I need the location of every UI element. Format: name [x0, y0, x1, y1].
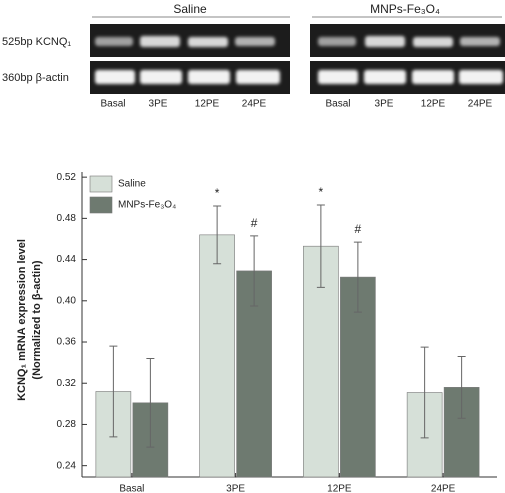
x-tick-label: 24PE — [431, 484, 456, 493]
lane-label: 3PE — [149, 99, 168, 110]
significance-marker: * — [319, 185, 324, 199]
lane-label: Basal — [325, 99, 350, 110]
y-tick-label: 0.40 — [57, 295, 77, 306]
x-tick-label: Basal — [119, 484, 144, 493]
lane-label: 3PE — [375, 99, 394, 110]
y-tick-label: 0.48 — [57, 213, 77, 224]
y-tick-label: 0.28 — [57, 419, 77, 430]
error-bar — [316, 204, 325, 288]
gel-panels — [90, 16, 505, 94]
gel-bands — [95, 36, 503, 84]
significance-marker: # — [355, 222, 362, 236]
legend-label: MNPs-Fe₃O₄ — [118, 200, 176, 211]
lane-label: 24PE — [468, 99, 493, 110]
y-axis-title: (Normalized to β-actin) — [31, 260, 43, 380]
error-bar — [420, 346, 429, 439]
lane-label: 12PE — [195, 99, 220, 110]
x-tick-label: 3PE — [226, 484, 245, 493]
error-bar — [109, 345, 118, 438]
lane-label: 12PE — [421, 99, 446, 110]
error-bar — [250, 235, 259, 307]
x-tick-label: 12PE — [327, 484, 352, 493]
error-bar — [353, 241, 362, 313]
legend-swatch — [89, 196, 113, 214]
group-label: MNPs-Fe₃O₄ — [370, 2, 440, 16]
y-tick-label: 0.52 — [57, 172, 77, 183]
error-bar — [146, 358, 155, 448]
bar — [199, 234, 235, 478]
y-tick-label: 0.24 — [57, 460, 77, 471]
y-axis-title: KCNQ₁ mRNA expression level — [16, 239, 28, 401]
y-tick-label: 0.32 — [57, 378, 77, 389]
row-label: 525bp KCNQ₁ — [2, 36, 71, 48]
significance-marker: # — [251, 216, 258, 230]
group-label: Saline — [173, 2, 207, 16]
y-tick-label: 0.44 — [57, 254, 77, 265]
lane-label: 24PE — [242, 99, 267, 110]
legend-swatch — [89, 175, 113, 193]
error-bar — [213, 205, 222, 265]
row-label: 360bp β-actin — [2, 72, 69, 84]
lane-label: Basal — [100, 99, 125, 110]
y-tick-label: 0.36 — [57, 337, 77, 348]
error-bar — [457, 355, 466, 419]
significance-marker: * — [215, 186, 220, 200]
legend-label: Saline — [118, 179, 146, 190]
